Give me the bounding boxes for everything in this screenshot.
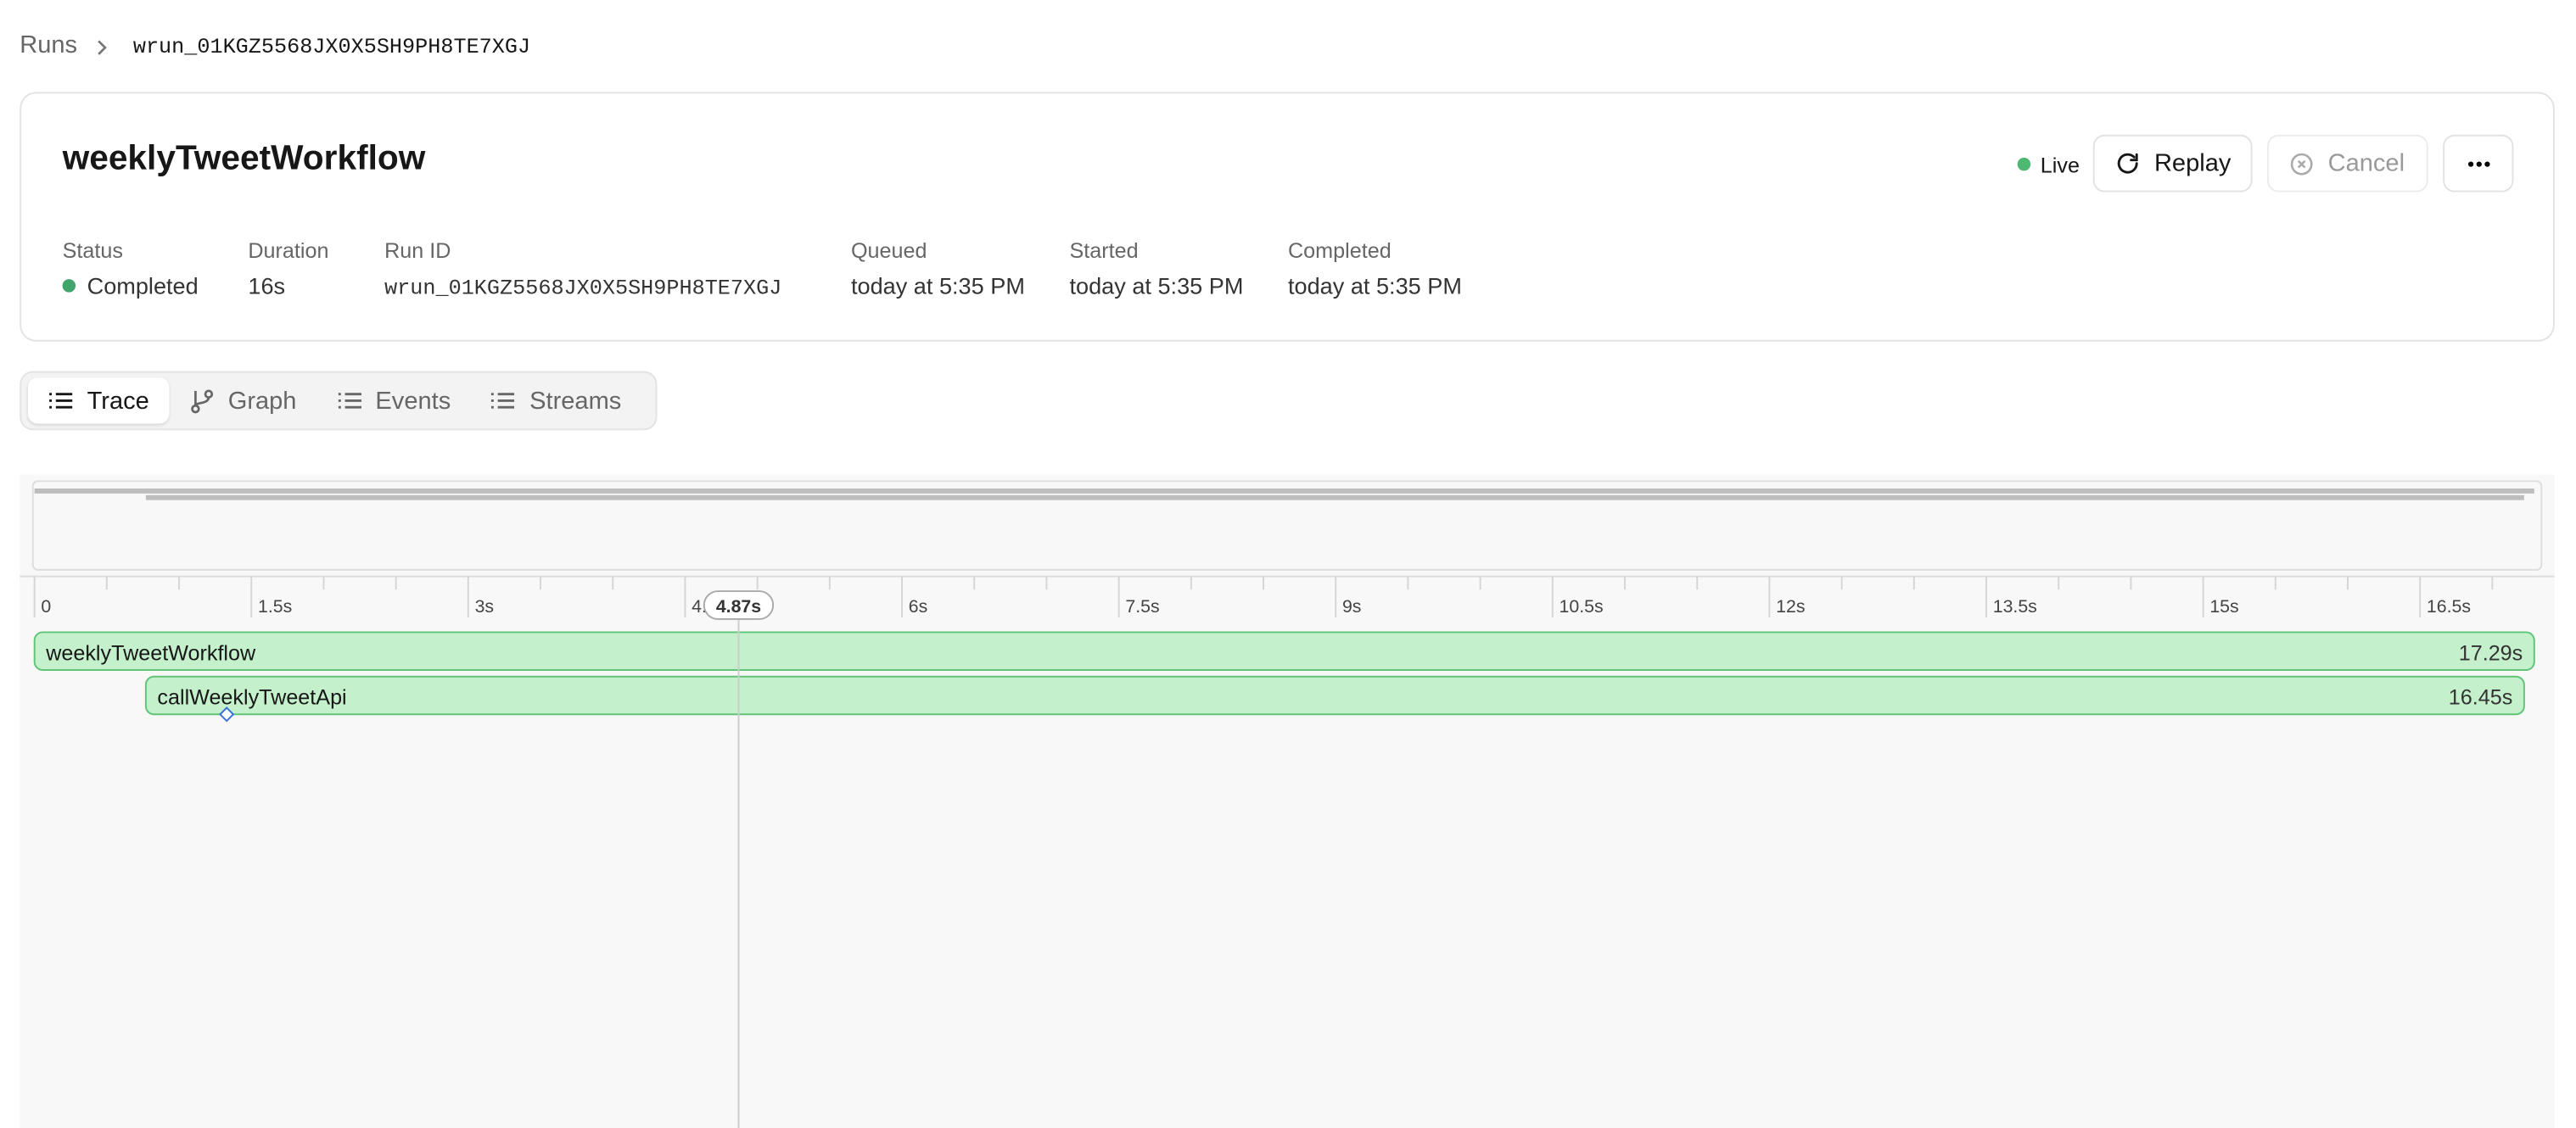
tab-icon <box>491 393 515 409</box>
replay-button[interactable]: Replay <box>2092 134 2253 193</box>
tab-label: Graph <box>227 386 297 415</box>
tab-icon <box>190 389 213 414</box>
detail-label: Duration <box>248 237 329 263</box>
tick-label: 7.5s <box>1125 596 1159 617</box>
tab[interactable]: Trace <box>27 377 170 424</box>
detail-value: Completed <box>87 272 199 299</box>
detail-value: today at 5:35 PM <box>1069 272 1244 299</box>
span-bar[interactable] <box>33 631 2535 671</box>
tab-label: Events <box>375 386 451 415</box>
tick-label: 3s <box>475 596 494 617</box>
replay-label: Replay <box>2153 149 2232 178</box>
detail-label: Status <box>62 237 123 263</box>
tab-bar: Trace Graph Events Streams <box>20 371 658 431</box>
tab[interactable]: Events <box>316 377 471 423</box>
cursor-badge <box>703 590 775 620</box>
tick-label: 16.5s <box>2427 596 2471 617</box>
span-name: weeklyTweetWorkflow <box>45 641 256 665</box>
cancel-icon <box>2290 152 2313 175</box>
tick-label: 13.5s <box>1993 596 2037 617</box>
tab-label: Trace <box>87 386 149 415</box>
tick-label: 15s <box>2209 596 2238 617</box>
tick-label: 9s <box>1342 596 1361 617</box>
span-duration: 17.29s <box>2459 641 2523 665</box>
live-dot <box>2017 157 2031 171</box>
span-duration: 16.45s <box>2449 686 2513 710</box>
span-bar[interactable] <box>144 675 2525 716</box>
tab-label: Streams <box>529 386 622 415</box>
span-name: callWeeklyTweetApi <box>157 686 346 710</box>
cancel-button[interactable]: Cancel <box>2266 134 2428 193</box>
detail-label: Queued <box>850 237 927 263</box>
more-button[interactable] <box>2443 134 2514 193</box>
breadcrumb-current: wrun_01KGZ5568JX0X5SH9PH8TE7XGJ <box>132 34 531 59</box>
status-dot <box>62 279 76 293</box>
run-title: weeklyTweetWorkflow <box>62 139 426 178</box>
tick-label: 6s <box>909 596 927 617</box>
detail-value: today at 5:35 PM <box>1287 272 1462 299</box>
detail-label: Completed <box>1287 237 1392 263</box>
tab[interactable]: Streams <box>470 377 641 423</box>
detail-label: Started <box>1069 237 1139 263</box>
tick-label: 12s <box>1776 596 1805 617</box>
event-marker <box>219 706 235 723</box>
cursor-label: 4.87s <box>716 596 761 617</box>
cancel-label: Cancel <box>2327 149 2405 178</box>
trace-panel <box>20 474 2555 1128</box>
detail-value: today at 5:35 PM <box>850 272 1025 299</box>
tick-label: 1.5s <box>258 596 292 617</box>
more-icon <box>2467 160 2489 166</box>
tick-label: 0 <box>41 596 51 617</box>
detail-value: wrun_01KGZ5568JX0X5SH9PH8TE7XGJ <box>384 276 782 301</box>
replay-icon <box>2117 153 2138 174</box>
breadcrumb-parent[interactable]: Runs <box>20 31 78 59</box>
detail-value: 16s <box>248 272 286 299</box>
run-card: weeklyTweetWorkflow Live Replay Cancel S… <box>20 92 2555 342</box>
detail-label: Run ID <box>384 237 451 263</box>
tab[interactable]: Graph <box>169 377 316 423</box>
tick-label: 10.5s <box>1560 596 1604 617</box>
chevron <box>98 40 107 55</box>
tab-icon <box>49 393 73 409</box>
minimap <box>31 480 2543 571</box>
live-label: Live <box>2040 153 2080 178</box>
tab-icon <box>337 393 361 409</box>
